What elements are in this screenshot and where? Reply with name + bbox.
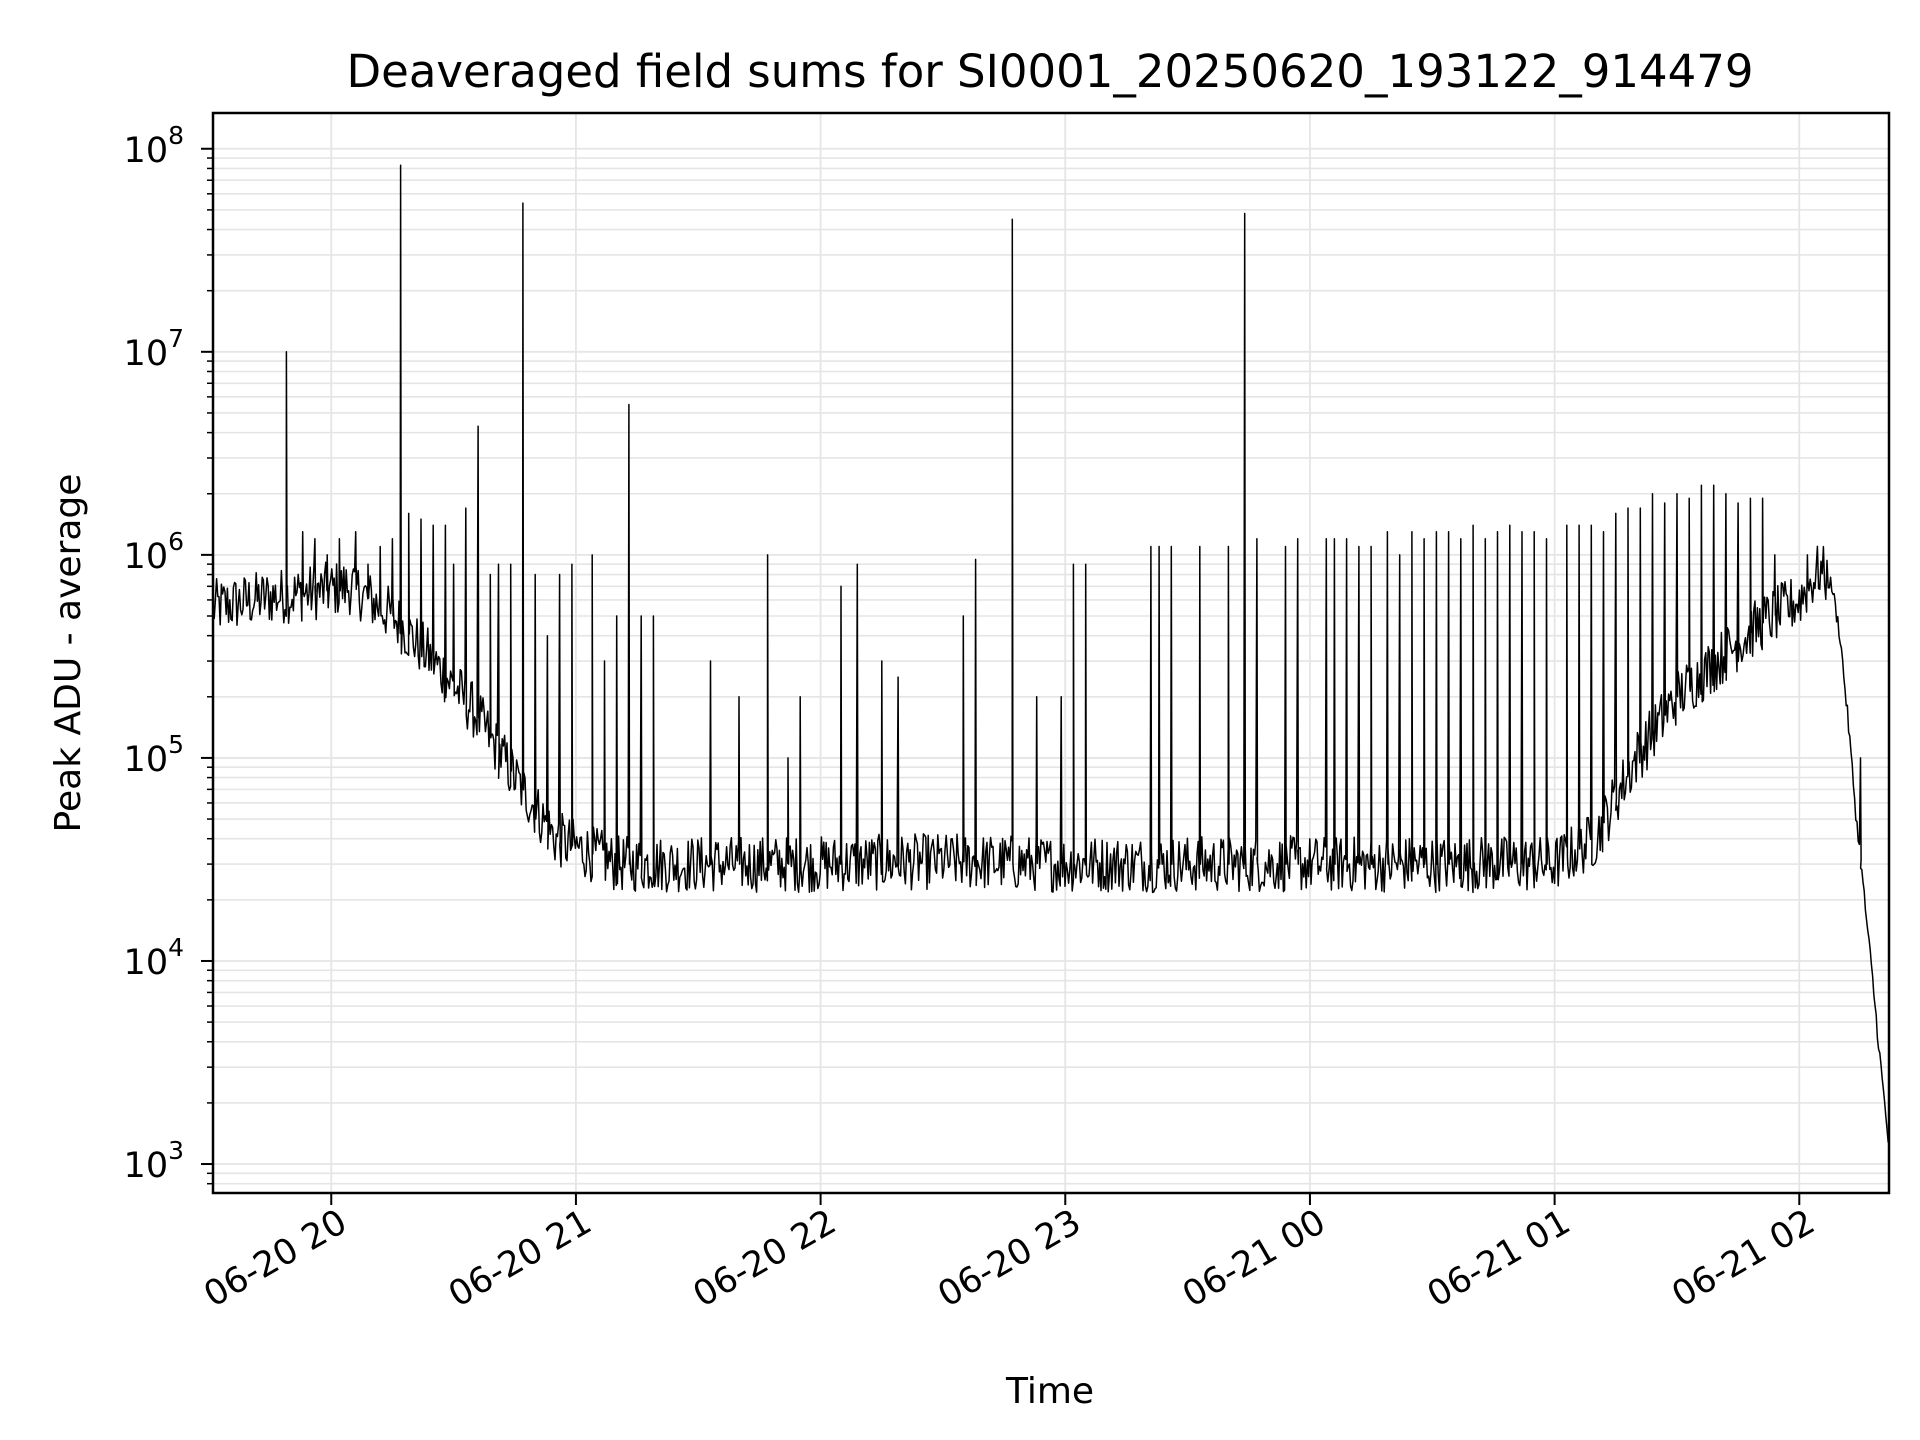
series-group bbox=[213, 164, 1889, 1143]
y-tick-label: 108 bbox=[124, 121, 184, 171]
y-tick-label: 105 bbox=[124, 730, 184, 780]
plot-frame bbox=[211, 111, 1891, 1195]
x-tick-label: 06-21 02 bbox=[1665, 1202, 1821, 1315]
x-tick-label: 06-21 00 bbox=[1176, 1202, 1332, 1315]
x-tick-label: 06-20 20 bbox=[197, 1202, 353, 1315]
y-tick-label: 104 bbox=[124, 933, 184, 983]
x-tick-label: 06-20 21 bbox=[442, 1202, 598, 1315]
x-tick-label: 06-21 01 bbox=[1421, 1202, 1577, 1315]
y-tick-label: 107 bbox=[124, 324, 184, 374]
major-grid bbox=[213, 113, 1889, 1193]
y-tick-label: 106 bbox=[124, 527, 184, 577]
x-axis-label: Time bbox=[1005, 1371, 1094, 1412]
y-tick-label: 103 bbox=[124, 1136, 184, 1186]
x-axis: 06-20 20 06-20 21 06-20 22 06-20 23 06-21 00… bbox=[197, 1193, 1822, 1315]
y-axis-label: Peak ADU - average bbox=[48, 474, 89, 833]
chart-title: Deaveraged field sums for SI0001_2025062… bbox=[346, 45, 1753, 98]
x-tick-label: 06-20 23 bbox=[931, 1202, 1087, 1315]
x-tick-label: 06-20 22 bbox=[687, 1202, 843, 1315]
y-axis: 103 104 105 106 107 108 bbox=[124, 121, 213, 1186]
series-line bbox=[213, 164, 1889, 1143]
